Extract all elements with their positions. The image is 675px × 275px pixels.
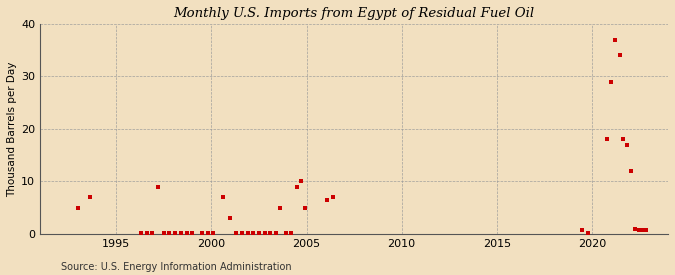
Point [292,185,302,189]
Point [637,227,648,232]
Point [254,231,265,235]
Point [322,198,333,202]
Point [265,231,276,235]
Point [610,37,620,42]
Point [176,231,186,235]
Point [641,227,651,232]
Text: Source: U.S. Energy Information Administration: Source: U.S. Energy Information Administ… [61,262,292,272]
Point [577,227,588,232]
Point [159,231,169,235]
Point [605,79,616,84]
Point [242,231,253,235]
Point [271,231,281,235]
Point [602,137,613,142]
Point [618,137,628,142]
Point [280,231,291,235]
Point [84,195,95,199]
Point [164,231,175,235]
Point [73,205,84,210]
Point [629,227,640,231]
Point [248,231,259,235]
Point [217,195,228,199]
Point [170,231,181,235]
Point [286,231,297,235]
Point [626,169,637,173]
Point [147,231,158,235]
Point [181,231,192,235]
Title: Monthly U.S. Imports from Egypt of Residual Fuel Oil: Monthly U.S. Imports from Egypt of Resid… [173,7,535,20]
Point [633,227,644,232]
Point [622,142,632,147]
Point [136,231,146,235]
Point [259,231,270,235]
Point [187,231,198,235]
Point [236,231,247,235]
Point [614,53,625,57]
Point [141,231,152,235]
Point [328,195,339,199]
Point [196,231,207,235]
Point [299,205,310,210]
Y-axis label: Thousand Barrels per Day: Thousand Barrels per Day [7,61,17,197]
Point [583,231,593,235]
Point [231,231,242,235]
Point [275,205,286,210]
Point [225,216,236,220]
Point [202,231,213,235]
Point [208,231,219,235]
Point [153,185,163,189]
Point [296,179,306,184]
